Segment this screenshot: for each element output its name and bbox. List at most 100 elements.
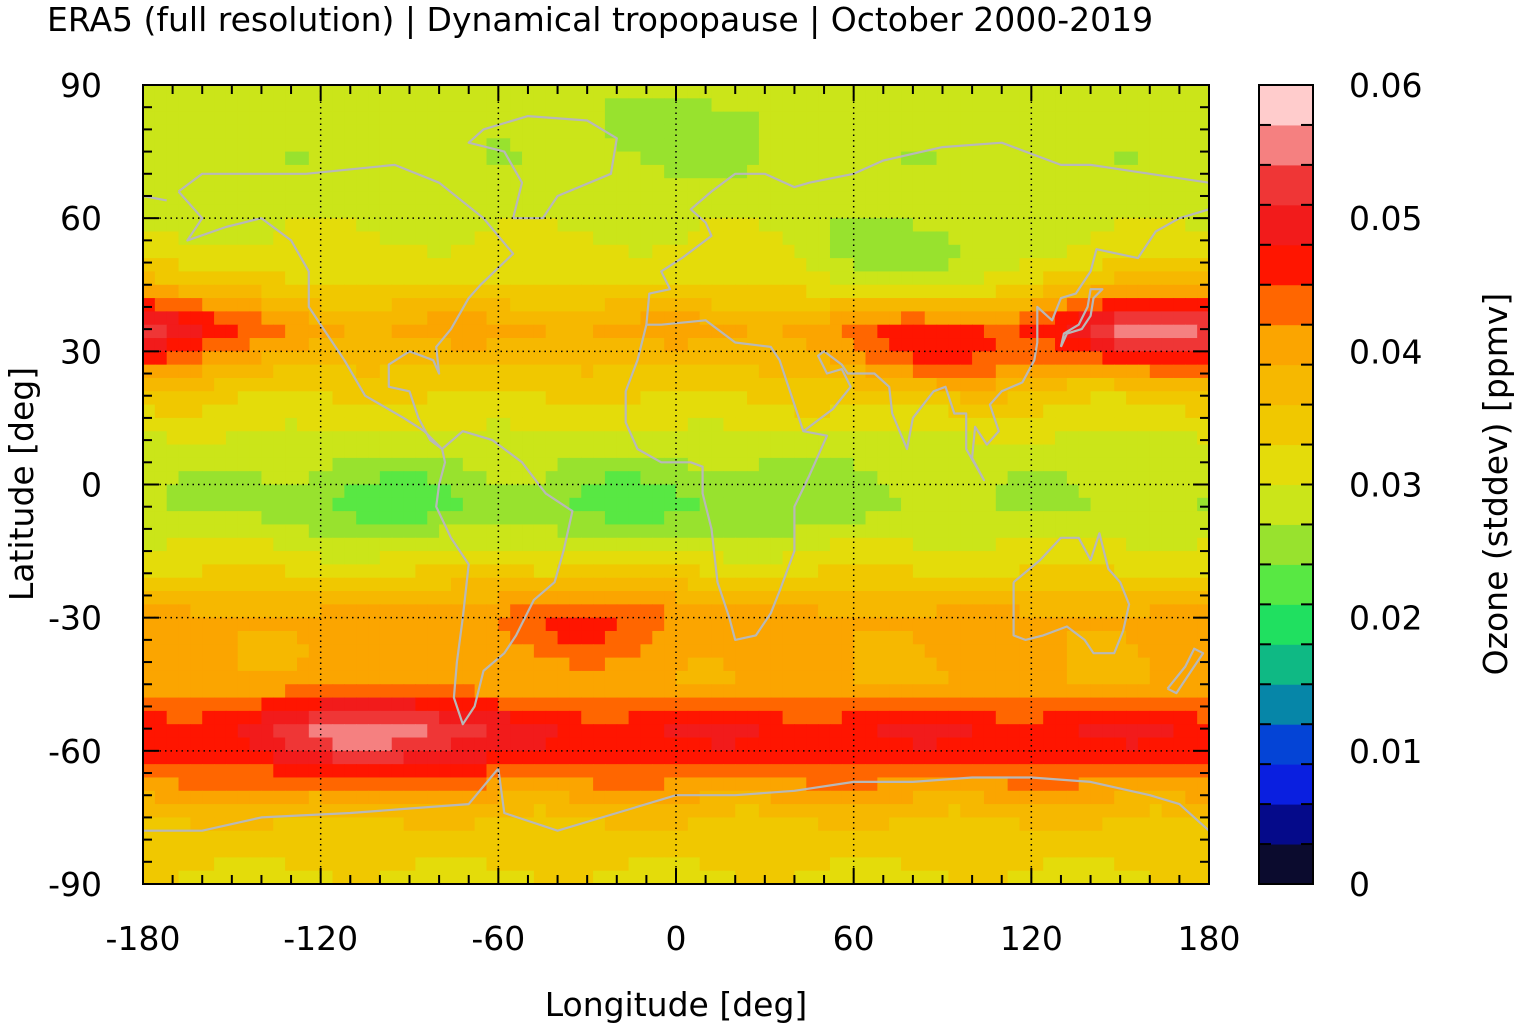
field-cell [1126, 457, 1139, 472]
field-cell [1090, 124, 1103, 139]
field-cell [1066, 591, 1080, 605]
field-cell [498, 577, 511, 592]
field-cell [664, 577, 677, 592]
field-cell [877, 657, 890, 672]
field-cell [474, 351, 488, 366]
field-cell [676, 364, 689, 379]
field-cell [285, 178, 298, 193]
field-cell [1066, 564, 1080, 579]
field-cell [747, 298, 760, 312]
field-cell [320, 204, 334, 219]
field-cell [1173, 164, 1186, 179]
field-cell [510, 790, 523, 805]
field-cell [1078, 138, 1092, 153]
field-cell [806, 164, 819, 179]
field-cell [285, 151, 298, 166]
field-cell [285, 377, 298, 392]
field-cell [474, 817, 488, 832]
field-cell [806, 484, 819, 499]
field-cell [593, 218, 606, 233]
field-cell [1019, 391, 1032, 406]
field-cell [581, 98, 594, 113]
field-cell [1173, 244, 1186, 259]
field-cell [308, 670, 322, 685]
field-cell [498, 551, 511, 565]
field-cell [344, 471, 357, 486]
field-cell [960, 271, 973, 286]
field-cell [1173, 511, 1186, 526]
field-cell [829, 338, 843, 352]
field-cell [676, 591, 689, 605]
field-cell [901, 111, 914, 126]
field-cell [462, 537, 476, 552]
field-cell [498, 151, 511, 166]
field-cell [1197, 351, 1209, 366]
field-cell [901, 630, 914, 645]
field-cell [1185, 124, 1198, 139]
field-cell [1090, 684, 1103, 699]
field-cell [190, 644, 203, 659]
field-cell [237, 191, 251, 206]
field-cell [1019, 244, 1032, 259]
field-cell [770, 298, 784, 312]
field-cell [261, 364, 274, 379]
field-cell [557, 138, 570, 153]
field-cell [545, 684, 559, 699]
field-cell [427, 204, 440, 219]
field-cell [356, 710, 369, 725]
field-cell [628, 471, 642, 486]
field-cell [652, 391, 665, 406]
field-cell [687, 431, 701, 446]
field-cell [261, 537, 274, 552]
field-cell [652, 577, 665, 592]
field-cell [664, 484, 677, 499]
field-cell [403, 484, 417, 499]
field-cell [794, 377, 807, 392]
field-cell [261, 604, 274, 619]
field-cell [1007, 524, 1021, 539]
field-cell [735, 351, 748, 366]
field-cell [415, 777, 428, 792]
field-cell [1161, 591, 1175, 605]
field-cell [1161, 178, 1175, 193]
field-cell [924, 417, 938, 432]
field-cell [912, 258, 926, 273]
field-cell [237, 604, 251, 619]
field-cell [462, 764, 476, 779]
field-cell [1102, 670, 1115, 685]
field-cell [415, 604, 428, 619]
field-cell [368, 218, 381, 233]
field-cell [368, 484, 381, 499]
field-cell [1137, 444, 1151, 459]
field-cell [379, 311, 393, 326]
field-cell [344, 351, 357, 366]
field-cell [1066, 444, 1080, 459]
field-cell [533, 138, 547, 153]
field-cell [640, 630, 653, 645]
field-cell [569, 284, 582, 299]
field-cell [1055, 364, 1068, 379]
field-cell [1161, 551, 1175, 565]
field-cell [261, 98, 274, 113]
field-cell [1007, 670, 1021, 685]
field-cell [960, 790, 973, 805]
field-cell [676, 764, 689, 779]
field-cell [676, 617, 689, 632]
field-cell [676, 191, 689, 206]
field-cell [533, 804, 547, 819]
field-cell [628, 564, 642, 579]
field-cell [652, 351, 665, 366]
field-cell [995, 444, 1009, 459]
field-cell [1137, 604, 1151, 619]
field-cell [912, 457, 926, 472]
field-cell [510, 817, 523, 832]
field-cell [569, 377, 582, 392]
field-cell [308, 138, 322, 153]
field-cell [427, 191, 440, 206]
field-cell [1043, 404, 1056, 419]
field-cell [616, 178, 630, 193]
field-cell [225, 311, 239, 326]
field-cell [901, 338, 914, 352]
field-cell [676, 298, 689, 312]
field-cell [747, 258, 760, 273]
